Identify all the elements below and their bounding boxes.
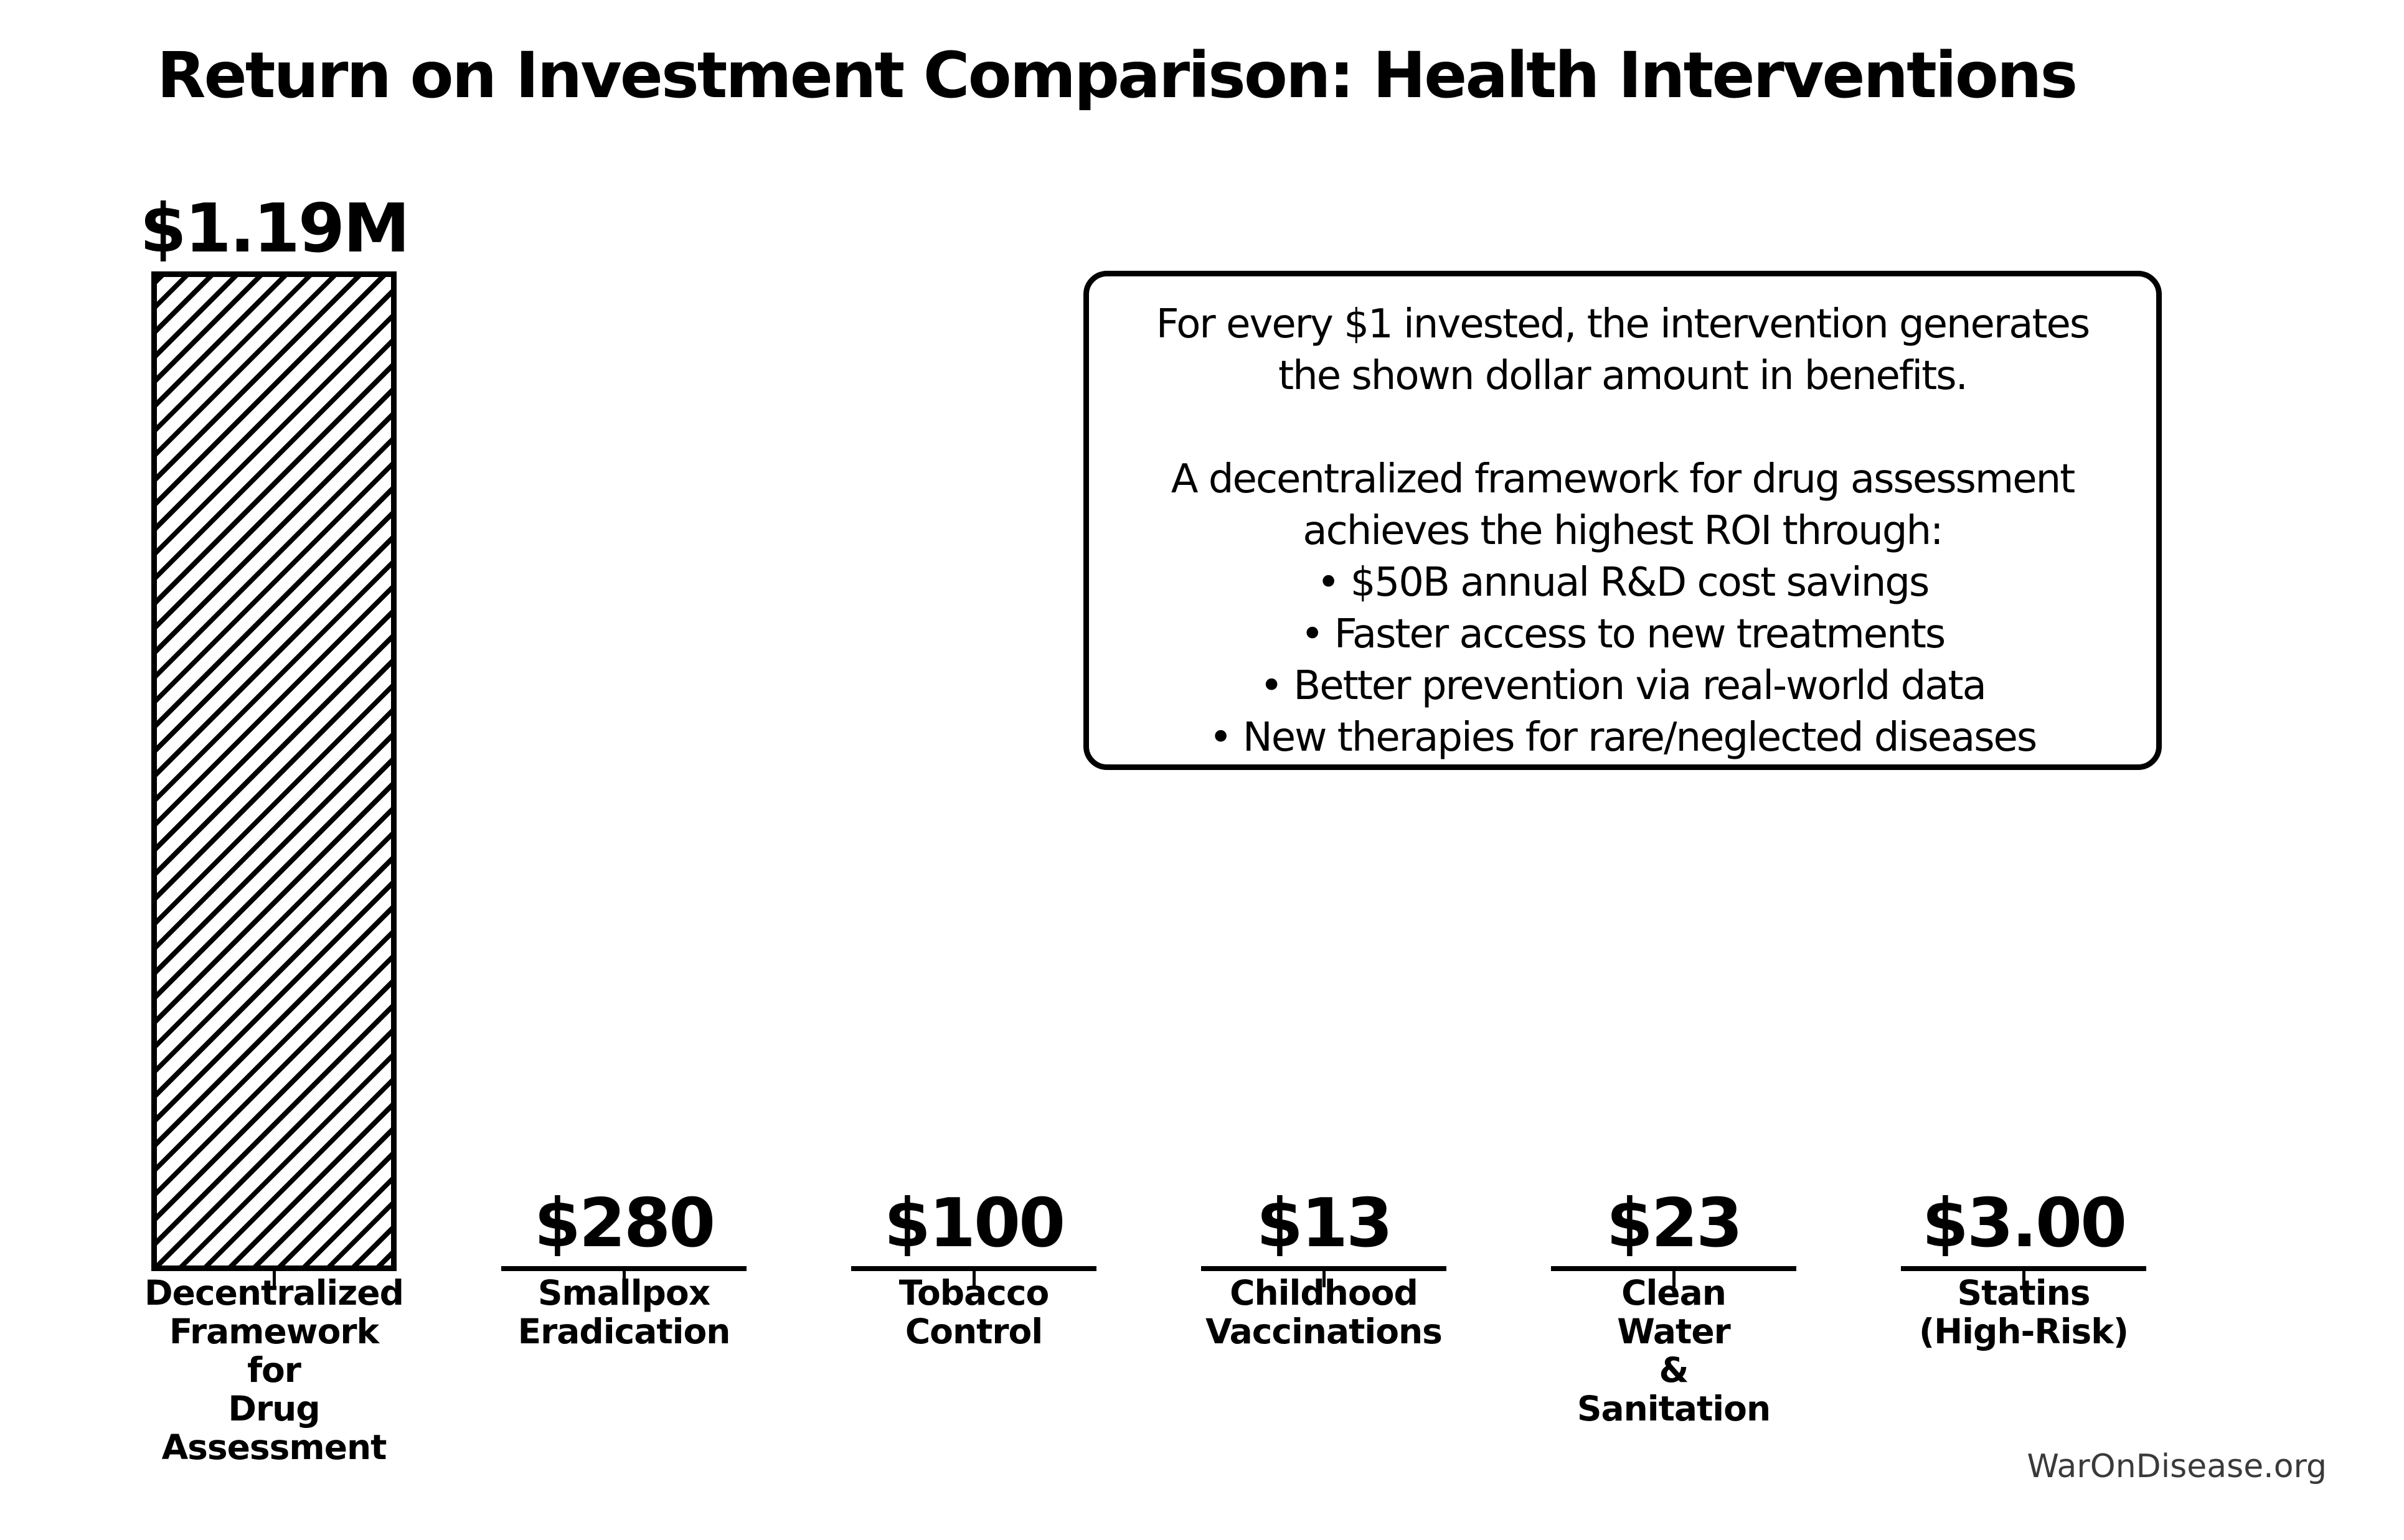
bar-group: $13 Childhood Vaccinations — [1149, 0, 1499, 1540]
x-axis-tick — [273, 1271, 276, 1287]
annotation-text: For every $1 invested, the intervention … — [1156, 301, 2091, 761]
category-label: Decentralized Framework for Drug Assessm… — [144, 1273, 404, 1467]
bar — [851, 1266, 1096, 1271]
bar-group: $3.00 Statins (High-Risk) — [1849, 0, 2199, 1540]
annotation-box: For every $1 invested, the intervention … — [1083, 271, 2162, 770]
watermark: WarOnDisease.org — [2027, 1448, 2327, 1485]
bar-value-label: $1.19M — [139, 190, 410, 268]
bar — [1551, 1266, 1796, 1271]
category-label: Tobacco Control — [898, 1273, 1049, 1351]
bar-value-label: $23 — [1606, 1185, 1743, 1262]
bar-value-label: $13 — [1256, 1185, 1393, 1262]
category-label: Childhood Vaccinations — [1205, 1273, 1443, 1351]
x-axis-tick — [1322, 1271, 1326, 1287]
x-axis-tick — [1672, 1271, 1676, 1287]
bar-hatched — [151, 271, 397, 1271]
bar-value-label: $280 — [534, 1185, 716, 1262]
bar-group: $100 Tobacco Control — [799, 0, 1149, 1540]
bar — [1201, 1266, 1446, 1271]
bar-value-label: $3.00 — [1921, 1185, 2128, 1262]
x-axis-tick — [623, 1271, 626, 1287]
bar-value-label: $100 — [884, 1185, 1066, 1262]
bar — [501, 1266, 747, 1271]
bar-group: $23 Clean Water & Sanitation — [1499, 0, 1849, 1540]
category-label: Clean Water & Sanitation — [1577, 1273, 1771, 1429]
x-axis-tick — [973, 1271, 976, 1287]
chart-title: Return on Investment Comparison: Health … — [157, 39, 2078, 113]
category-label: Smallpox Eradication — [517, 1273, 731, 1351]
bar — [1901, 1266, 2146, 1271]
x-axis-tick — [2022, 1271, 2025, 1287]
category-label: Statins (High-Risk) — [1918, 1273, 2129, 1351]
bar-group: $280 Smallpox Eradication — [449, 0, 799, 1540]
bar-group: $1.19M Decentralized Framework for Drug A… — [99, 0, 449, 1540]
